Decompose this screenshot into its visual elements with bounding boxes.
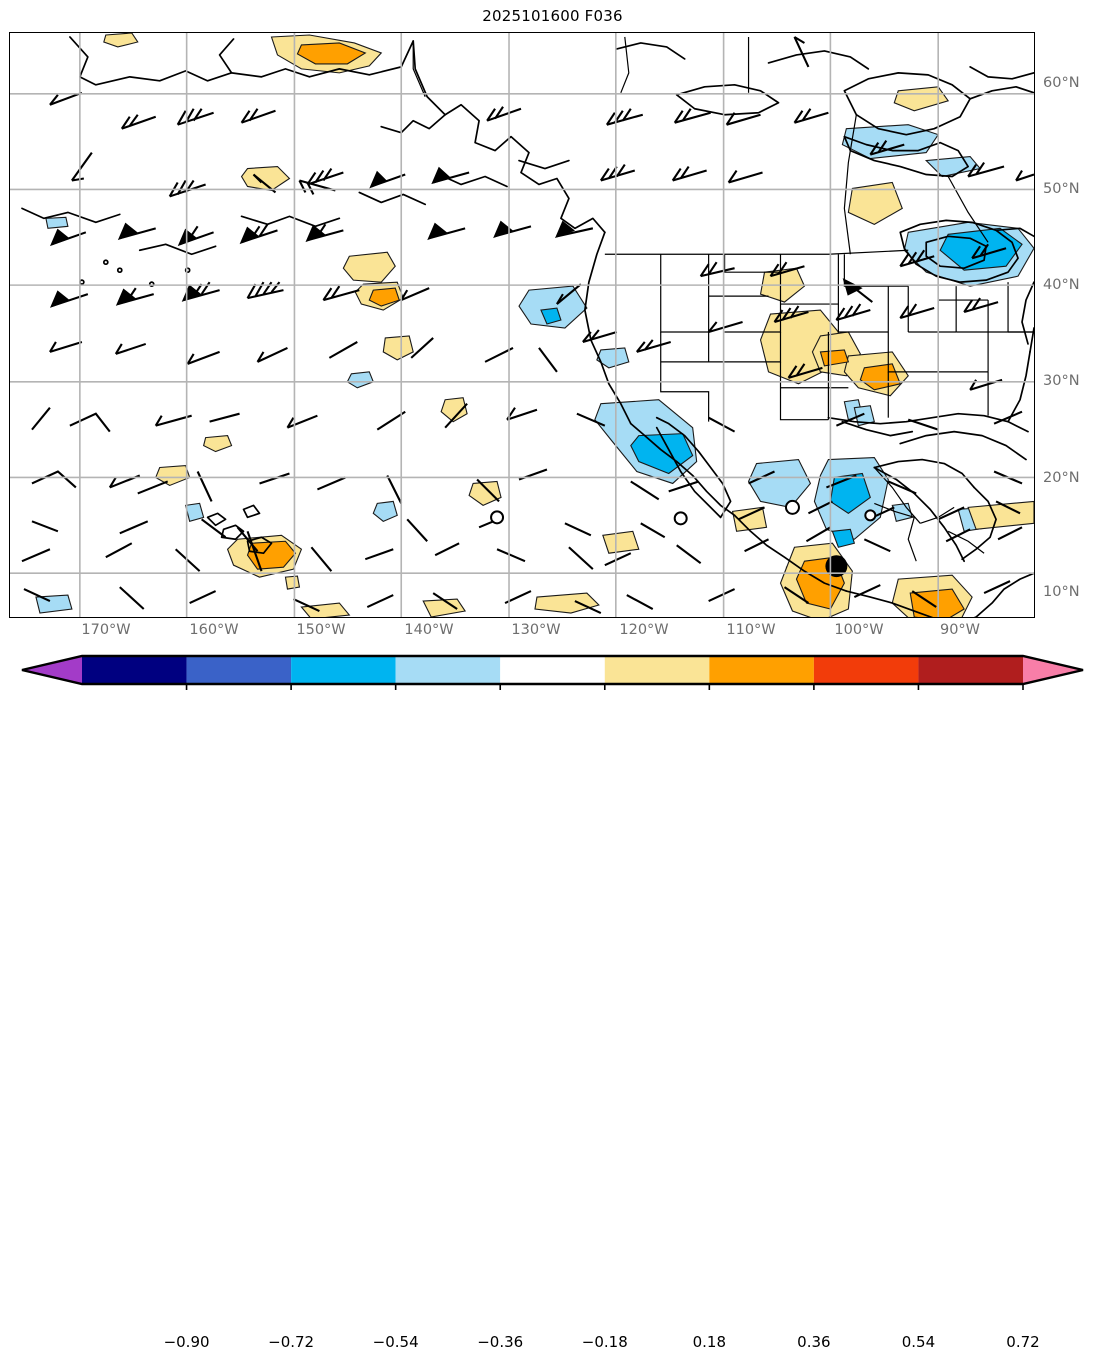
lon-tick-120w: 120°W <box>619 622 669 638</box>
forecast-map-figure: 2025101600 F036 <box>0 7 1105 1350</box>
lon-tick-130w: 130°W <box>511 622 561 638</box>
colorbar-segment <box>291 656 396 684</box>
lon-tick-150w: 150°W <box>296 622 346 638</box>
lat-tick-30n: 30°N <box>1043 373 1080 389</box>
lon-tick-100w: 100°W <box>834 622 884 638</box>
calm-circle-icon <box>673 511 688 526</box>
filled-contour-layer <box>35 33 1034 617</box>
colorbar-segment <box>500 656 605 684</box>
colorbar[interactable]: −0.90 −0.72 −0.54 −0.36 −0.18 0.18 0.36 0.54 0.7… <box>0 650 1105 1350</box>
calm-circle-icon <box>784 499 800 515</box>
lat-tick-50n: 50°N <box>1043 181 1080 197</box>
colorbar-tick-label: −0.54 <box>372 1333 419 1351</box>
colorbar-tick-label: 0.18 <box>692 1333 727 1351</box>
colorbar-segment <box>186 656 292 684</box>
page-title: 2025101600 F036 <box>482 7 623 25</box>
colorbar-segment <box>604 656 710 684</box>
coastline-layer <box>21 36 1034 617</box>
political-border-layer <box>412 36 1034 562</box>
wind-barb-layer <box>21 36 1034 614</box>
lat-tick-20n: 20°N <box>1043 470 1080 486</box>
colorbar-tick-label: −0.90 <box>163 1333 210 1351</box>
colorbar-segment <box>82 656 187 684</box>
lat-tick-10n: 10°N <box>1043 584 1080 600</box>
colorbar-extend-max <box>1023 656 1083 684</box>
calm-circle-icon <box>490 510 505 525</box>
colorbar-segment <box>709 656 814 684</box>
colorbar-extend-min <box>22 656 82 684</box>
lat-tick-60n: 60°N <box>1043 75 1080 91</box>
colorbar-tick-label: −0.18 <box>581 1333 628 1351</box>
colorbar-tick-label: −0.36 <box>477 1333 524 1351</box>
lon-tick-90w: 90°W <box>939 622 981 638</box>
colorbar-swatches[interactable] <box>0 650 1105 690</box>
lon-tick-170w: 170°W <box>81 622 131 638</box>
colorbar-tick-label: −0.72 <box>268 1333 315 1351</box>
colorbar-tick-label: 0.36 <box>797 1333 831 1351</box>
map-canvas[interactable] <box>10 33 1034 617</box>
calm-circle-icon <box>864 509 877 522</box>
lon-tick-140w: 140°W <box>404 622 454 638</box>
colorbar-segment <box>918 656 1023 684</box>
colorbar-tick-label: 0.72 <box>1006 1333 1040 1351</box>
colorbar-tick-label: 0.54 <box>901 1333 936 1351</box>
colorbar-segment <box>395 656 501 684</box>
colorbar-segment <box>813 656 919 684</box>
lon-tick-160w: 160°W <box>189 622 239 638</box>
map-panel[interactable] <box>9 32 1035 618</box>
gridline-layer <box>10 33 1034 617</box>
lat-tick-40n: 40°N <box>1043 277 1080 293</box>
lon-tick-110w: 110°W <box>726 622 776 638</box>
